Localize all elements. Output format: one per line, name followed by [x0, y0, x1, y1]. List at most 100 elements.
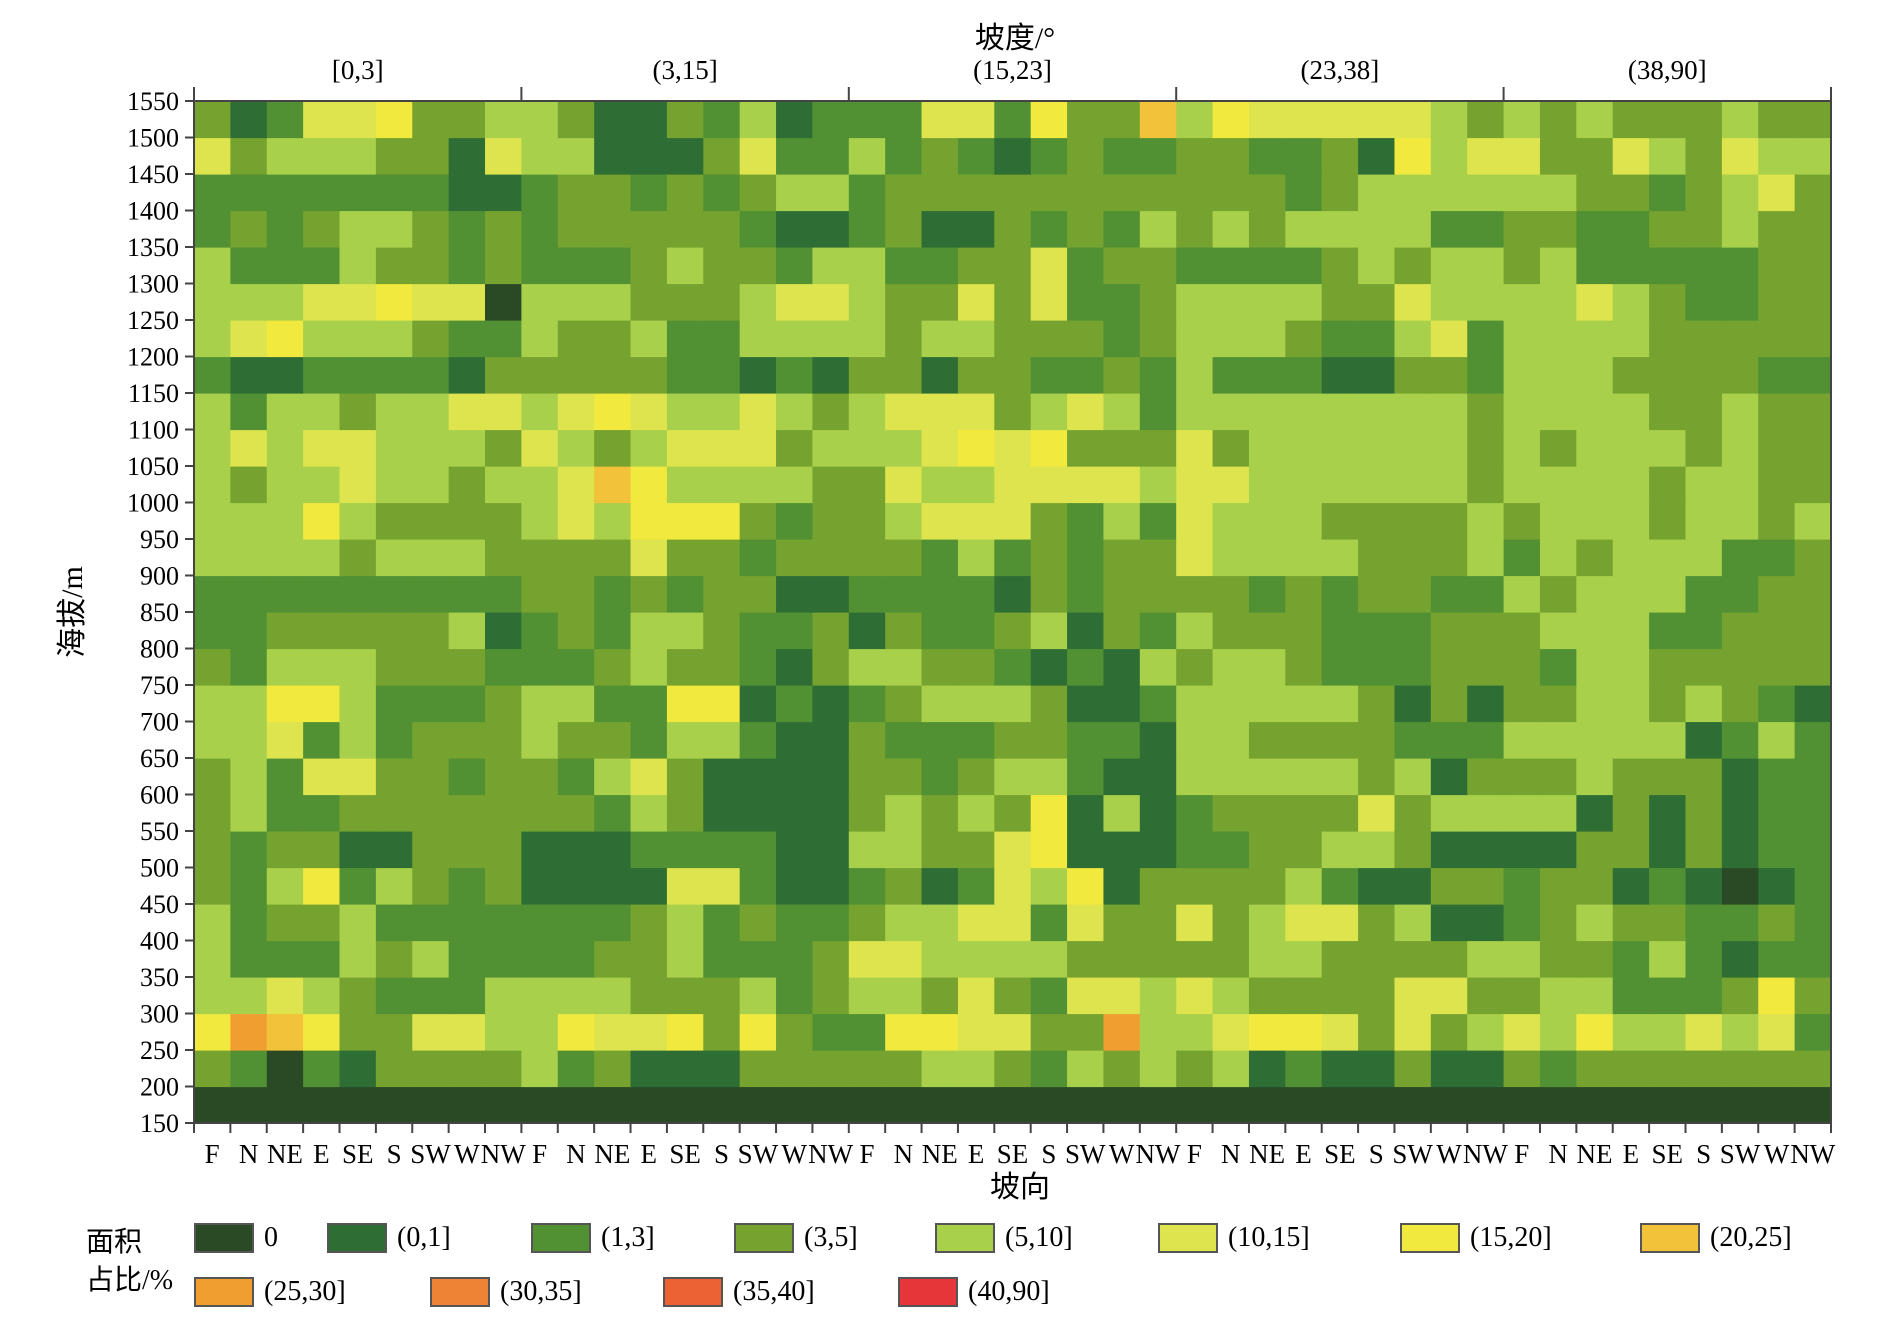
heatmap-cell	[1612, 539, 1650, 577]
heatmap-cell	[1685, 940, 1723, 978]
y-tick-label: 1200	[127, 343, 179, 372]
heatmap-cell	[412, 831, 450, 869]
heatmap-cell	[921, 466, 959, 504]
y-tick-label: 900	[140, 562, 179, 591]
heatmap-cell	[1685, 867, 1723, 905]
x-tick-label: N	[894, 1139, 914, 1169]
heatmap-cell	[339, 685, 377, 723]
heatmap-cell	[1358, 977, 1396, 1015]
heatmap-cell	[812, 320, 850, 358]
heatmap-cell	[1685, 393, 1723, 431]
x-axis: F N NE E SE S SW W NW F N NE E SE S SW W NW F N NE E SE S SW W NW F…	[193, 1123, 1836, 1169]
heatmap-cell	[703, 940, 741, 978]
heatmap-cell	[1721, 648, 1759, 686]
heatmap-cell	[1467, 648, 1505, 686]
heatmap-cell	[812, 247, 850, 285]
heatmap-cell	[885, 758, 923, 796]
y-tick-label: 800	[140, 635, 179, 664]
heatmap-cell	[412, 685, 450, 723]
heatmap-cell	[666, 283, 704, 321]
y-tick-label: 950	[140, 525, 179, 554]
heatmap-cell	[739, 831, 777, 869]
heatmap-cell	[630, 466, 668, 504]
heatmap-cell	[1358, 466, 1396, 504]
heatmap-cell	[375, 101, 413, 139]
heatmap-cell	[1321, 867, 1359, 905]
heatmap-cell	[994, 466, 1032, 504]
heatmap-cell	[1248, 429, 1286, 467]
heatmap-cell	[194, 502, 231, 540]
x-tick-label: W	[781, 1139, 807, 1169]
heatmap-cell	[485, 867, 522, 905]
heatmap-cell	[1358, 575, 1396, 613]
heatmap-cell	[1103, 539, 1141, 577]
heatmap-cell	[594, 758, 632, 796]
heatmap-cell	[1285, 977, 1323, 1015]
heatmap-cell	[848, 612, 886, 650]
heatmap-cell	[630, 174, 668, 212]
heatmap-cell	[1539, 977, 1577, 1015]
heatmap-cell	[703, 247, 741, 285]
heatmap-cell	[1030, 721, 1068, 759]
heatmap-cell	[1685, 612, 1723, 650]
heatmap-cell	[194, 1013, 231, 1051]
heatmap-cell	[1176, 904, 1214, 942]
heatmap-cell	[230, 831, 268, 869]
heatmap-cell	[412, 466, 450, 504]
heatmap-cell	[1248, 758, 1286, 796]
heatmap-cell	[1758, 466, 1796, 504]
heatmap-cell	[1358, 137, 1396, 175]
heatmap-cell	[1394, 393, 1432, 431]
heatmap-cell	[1139, 977, 1177, 1015]
heatmap-cell	[1248, 721, 1286, 759]
heatmap-cell	[1248, 210, 1286, 248]
heatmap-cell	[1248, 320, 1286, 358]
heatmap-cell	[885, 174, 923, 212]
heatmap-cell	[412, 758, 450, 796]
heatmap-cell	[739, 210, 777, 248]
heatmap-cell	[1576, 320, 1614, 358]
heatmap-cell	[1685, 1086, 1723, 1124]
heatmap-cell	[194, 612, 231, 650]
heatmap-cell	[1358, 685, 1396, 723]
heatmap-cell	[1467, 393, 1505, 431]
heatmap-cell	[1649, 429, 1687, 467]
heatmap-cell	[1067, 648, 1105, 686]
heatmap-cell	[594, 283, 632, 321]
heatmap-cell	[1649, 247, 1687, 285]
heatmap-cell	[666, 466, 704, 504]
heatmap-cell	[1394, 429, 1432, 467]
heatmap-cell	[921, 977, 959, 1015]
heatmap-cell	[1721, 1086, 1759, 1124]
heatmap-cell	[412, 1050, 450, 1088]
heatmap-cell	[739, 904, 777, 942]
heatmap-cell	[194, 356, 231, 394]
heatmap-cell	[339, 466, 377, 504]
x-tick-label: S	[1041, 1139, 1056, 1169]
heatmap-cell	[1685, 137, 1723, 175]
heatmap-cell	[1576, 648, 1614, 686]
heatmap-cell	[1176, 466, 1214, 504]
heatmap-cell	[1103, 210, 1141, 248]
heatmap-cell	[1103, 137, 1141, 175]
heatmap-cell	[666, 356, 704, 394]
heatmap-cell	[1576, 977, 1614, 1015]
heatmap-cell	[594, 575, 632, 613]
heatmap-cell	[1612, 685, 1650, 723]
heatmap-cell	[1394, 247, 1432, 285]
heatmap-cell	[485, 794, 522, 832]
heatmap-cell	[1721, 539, 1759, 577]
heatmap-cell	[1430, 794, 1468, 832]
heatmap-cell	[1103, 393, 1141, 431]
heatmap-cell	[1758, 1050, 1796, 1088]
heatmap-cell	[1758, 612, 1796, 650]
heatmap-cell	[266, 429, 304, 467]
heatmap-cell	[448, 940, 486, 978]
heatmap-cell	[1321, 612, 1359, 650]
x-tick-label: E	[313, 1139, 330, 1169]
heatmap-cell	[266, 1050, 304, 1088]
heatmap-cell	[230, 247, 268, 285]
heatmap-cell	[1212, 721, 1250, 759]
heatmap-cell	[1503, 247, 1541, 285]
heatmap-cell	[266, 174, 304, 212]
